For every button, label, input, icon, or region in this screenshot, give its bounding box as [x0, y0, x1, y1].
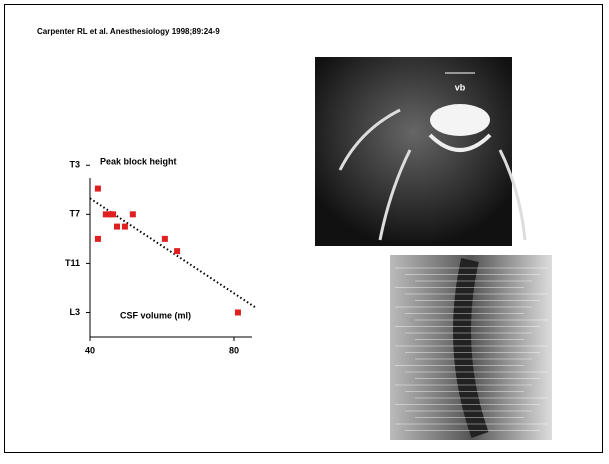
y-tick-label: T3 — [69, 160, 80, 170]
point — [122, 224, 128, 230]
point — [174, 248, 180, 254]
slide: Carpenter RL et al. Anesthesiology 1998;… — [0, 0, 609, 459]
point — [95, 236, 101, 242]
point — [162, 236, 168, 242]
mri-sagittal — [390, 255, 552, 440]
x-tick-label: 80 — [229, 345, 239, 355]
citation: Carpenter RL et al. Anesthesiology 1998;… — [37, 27, 220, 36]
x-axis-label: CSF volume (ml) — [120, 310, 191, 320]
x-tick-label: 40 — [85, 345, 95, 355]
point — [95, 186, 101, 192]
y-tick-label: T7 — [69, 209, 80, 219]
page: Carpenter RL et al. Anesthesiology 1998;… — [0, 0, 609, 464]
chart: Peak block height CSF volume (ml) T3 T7 T1… — [65, 156, 256, 355]
point — [110, 211, 116, 217]
point — [130, 211, 136, 217]
y-tick-label: T11 — [65, 258, 80, 268]
y-tick-label: L3 — [69, 307, 80, 317]
y-axis-label: Peak block height — [100, 156, 177, 166]
image-label: vb — [455, 82, 466, 92]
mri-axial: vb — [315, 57, 525, 246]
point — [235, 309, 241, 315]
point — [114, 224, 120, 230]
